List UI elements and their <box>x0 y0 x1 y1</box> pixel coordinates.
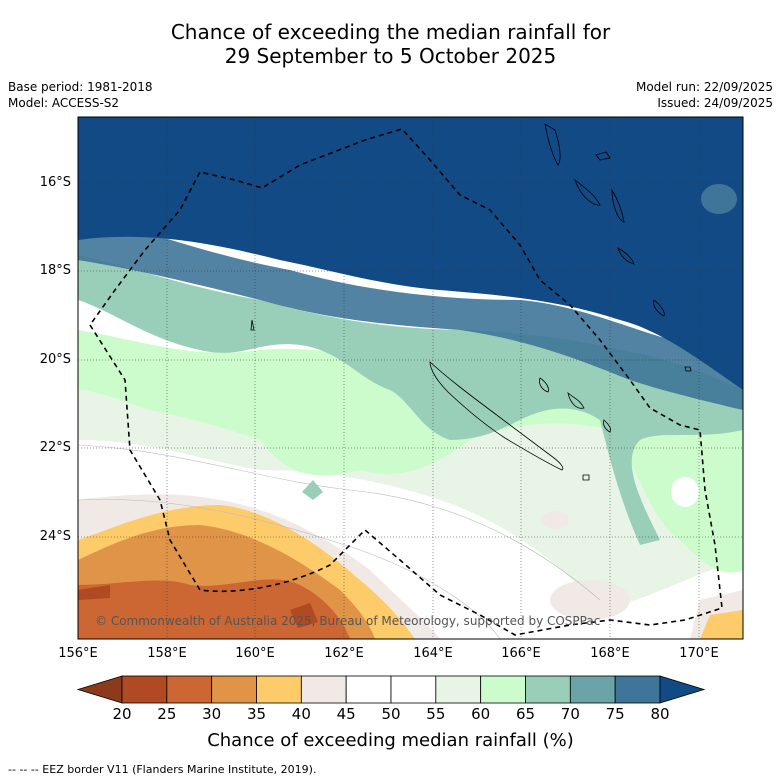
model-run: Model run: 22/09/2025 <box>635 80 773 94</box>
colorbar-title: Chance of exceeding median rainfall (%) <box>207 730 574 751</box>
colorbar-tick-label: 25 <box>157 705 177 723</box>
map-title-line1: Chance of exceeding the median rainfall … <box>170 20 611 44</box>
colorbar-swatch <box>614 675 661 704</box>
colorbar-tick-label: 45 <box>336 705 356 723</box>
colorbar-extend-low <box>76 675 123 704</box>
colorbar-tick-label: 35 <box>246 705 267 723</box>
lat-label: 16°S <box>39 175 71 190</box>
model-name: Model: ACCESS-S2 <box>8 96 120 110</box>
lat-label: 18°S <box>39 263 71 278</box>
lon-label: 156°E <box>58 646 98 661</box>
eez-legend: -- -- -- EEZ border V11 (Flanders Marine… <box>8 763 317 776</box>
colorbar-swatch <box>256 675 302 704</box>
colorbar-extend-high <box>659 675 706 704</box>
lat-label: 20°S <box>39 352 71 367</box>
colorbar-tick-label: 70 <box>560 705 580 723</box>
colorbar-swatch <box>211 675 257 704</box>
colorbar-swatch <box>300 675 347 704</box>
colorbar-tick-label: 80 <box>650 705 670 723</box>
colorbar-swatch <box>480 675 526 704</box>
probability-field <box>78 117 743 639</box>
colorbar-tick-label: 65 <box>515 705 536 723</box>
colorbar-tick-label: 20 <box>112 705 132 723</box>
lon-label: 170°E <box>679 646 719 661</box>
coastlines <box>250 123 692 481</box>
lon-label: 162°E <box>324 646 364 661</box>
colorbar-tick-label: 40 <box>291 705 311 723</box>
lon-label: 168°E <box>590 646 630 661</box>
lat-label: 24°S <box>39 529 71 544</box>
colorbar <box>76 675 706 704</box>
lon-label: 166°E <box>501 646 541 661</box>
issued-date: Issued: 24/09/2025 <box>657 96 773 110</box>
colorbar-tick-label: 75 <box>605 705 625 723</box>
copyright-note: © Commonwealth of Australia 2025, Bureau… <box>95 614 601 628</box>
eez-border <box>89 128 723 636</box>
graticule <box>78 117 743 639</box>
colorbar-swatch <box>121 675 168 704</box>
colorbar-swatch <box>390 675 437 704</box>
map-frame <box>77 116 744 640</box>
base-period: Base period: 1981-2018 <box>8 80 153 94</box>
colorbar-swatch <box>345 675 392 704</box>
colorbar-swatch <box>525 675 571 704</box>
colorbar-swatch <box>569 675 616 704</box>
colorbar-swatch <box>166 675 213 704</box>
colorbar-tick-label: 55 <box>426 705 446 723</box>
colorbar-tick-label: 30 <box>202 705 222 723</box>
colorbar-swatch <box>435 675 482 704</box>
colorbar-tick-label: 50 <box>381 705 401 723</box>
lat-label: 22°S <box>39 440 71 455</box>
colorbar-tick-label: 60 <box>471 705 491 723</box>
lon-label: 158°E <box>147 646 187 661</box>
lon-label: 160°E <box>235 646 275 661</box>
map-title-line2: 29 September to 5 October 2025 <box>224 44 557 68</box>
lon-label: 164°E <box>413 646 453 661</box>
